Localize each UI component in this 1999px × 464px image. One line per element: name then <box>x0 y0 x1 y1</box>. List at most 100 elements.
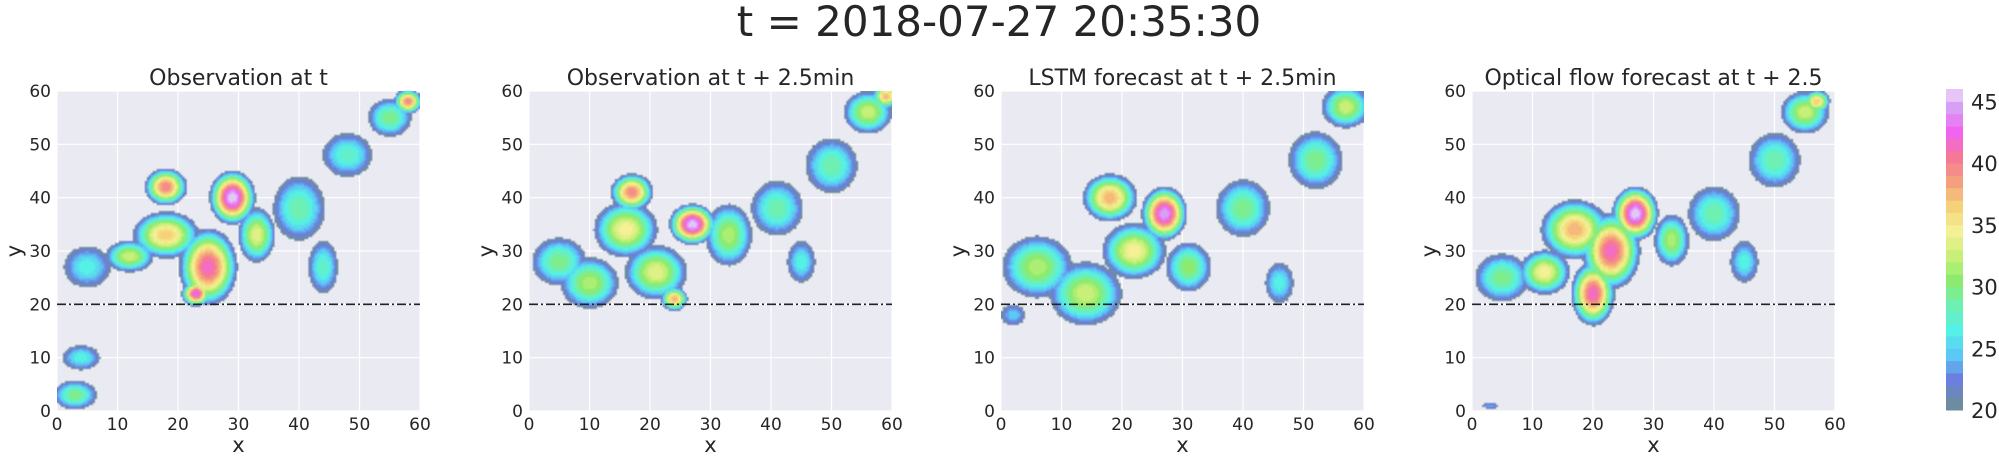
y-tick-label: 50 <box>1444 135 1466 155</box>
x-tick-label: 30 <box>700 415 722 435</box>
x-tick-label: 0 <box>52 415 63 435</box>
x-tick-label: 10 <box>579 415 601 435</box>
y-axis-label: y <box>1417 245 1441 257</box>
panel-4: 0 10 20 30 40 50 60 0 10 20 30 40 50 60 Optical flow f… <box>1417 66 1846 457</box>
colorbar-band <box>1946 348 1963 362</box>
y-tick-label: 20 <box>501 295 523 315</box>
x-tick-label: 50 <box>1764 415 1786 435</box>
colorbar-band <box>1946 187 1963 201</box>
x-tick-label: 30 <box>1643 415 1665 435</box>
y-tick-label: 40 <box>1444 189 1466 209</box>
x-tick-label: 20 <box>167 415 189 435</box>
panels: 0 10 20 30 40 50 60 0 10 20 30 40 50 60 Observation at… <box>2 66 1846 457</box>
x-tick-label: 0 <box>524 415 535 435</box>
y-tick-label: 0 <box>40 402 51 422</box>
panel-title: Observation at t + 2.5min <box>567 66 855 91</box>
colorbar-band <box>1946 249 1963 263</box>
panel-title: Optical flow forecast at t + 2.5 <box>1484 66 1822 91</box>
x-tick-label: 10 <box>1522 415 1544 435</box>
y-tick-label: 40 <box>501 189 523 209</box>
colorbar-band <box>1946 138 1963 152</box>
x-tick-label: 40 <box>1703 415 1725 435</box>
y-tick-label: 60 <box>501 82 523 102</box>
y-axis-label: y <box>474 245 498 257</box>
colorbar-band <box>1946 89 1963 102</box>
reflectivity-field <box>529 91 892 411</box>
y-tick-label: 20 <box>1444 295 1466 315</box>
x-axis-label: x <box>1647 433 1659 457</box>
panel-2: 0 10 20 30 40 50 60 0 10 20 30 40 50 60 Observation at… <box>474 66 903 457</box>
y-tick-label: 20 <box>973 295 995 315</box>
y-tick-label: 60 <box>29 82 51 102</box>
panel-title: Observation at t <box>149 66 328 91</box>
y-tick-label: 10 <box>501 349 523 369</box>
y-tick-label: 50 <box>501 135 523 155</box>
colorbar-band <box>1946 397 1963 411</box>
x-tick-label: 10 <box>1051 415 1073 435</box>
colorbar-band <box>1946 224 1963 238</box>
panel-title: LSTM forecast at t + 2.5min <box>1028 66 1336 91</box>
colorbar-tick-label: 40 <box>1971 152 1998 176</box>
colorbar-tick-label: 45 <box>1971 90 1998 114</box>
colorbar: 20 25 30 35 40 45 <box>1946 89 1998 423</box>
colorbar-tick-label: 30 <box>1971 276 1998 300</box>
colorbar-band <box>1946 372 1963 386</box>
colorbar-band <box>1946 113 1963 127</box>
colorbar-band <box>1946 175 1963 189</box>
colorbar-band <box>1946 298 1963 312</box>
reflectivity-field <box>57 91 420 411</box>
x-tick-label: 50 <box>349 415 371 435</box>
x-tick-label: 50 <box>821 415 843 435</box>
x-tick-label: 0 <box>1467 415 1478 435</box>
x-tick-label: 40 <box>1232 415 1254 435</box>
reflectivity-field <box>1001 91 1364 411</box>
x-tick-label: 30 <box>228 415 250 435</box>
colorbar-band <box>1946 150 1963 164</box>
y-tick-label: 10 <box>29 349 51 369</box>
colorbar-band <box>1946 274 1963 288</box>
x-tick-label: 60 <box>1353 415 1375 435</box>
y-tick-label: 60 <box>1444 82 1466 102</box>
colorbar-band <box>1946 126 1963 139</box>
y-tick-label: 0 <box>1455 402 1466 422</box>
x-tick-label: 30 <box>1172 415 1194 435</box>
x-tick-label: 10 <box>107 415 129 435</box>
y-tick-label: 0 <box>512 402 523 422</box>
x-tick-label: 50 <box>1293 415 1315 435</box>
colorbar-band <box>1946 237 1963 250</box>
y-tick-label: 40 <box>29 189 51 209</box>
x-tick-label: 20 <box>639 415 661 435</box>
colorbar-band <box>1946 335 1963 349</box>
colorbar-band <box>1946 212 1963 226</box>
y-tick-label: 30 <box>29 242 51 262</box>
colorbar-band <box>1946 360 1963 374</box>
x-tick-label: 40 <box>288 415 310 435</box>
x-axis-label: x <box>704 433 716 457</box>
colorbar-band <box>1946 163 1963 176</box>
y-tick-label: 50 <box>29 135 51 155</box>
y-tick-label: 50 <box>973 135 995 155</box>
y-tick-label: 30 <box>1444 242 1466 262</box>
colorbar-band <box>1946 101 1963 115</box>
colorbar-band <box>1946 311 1963 325</box>
panel-1: 0 10 20 30 40 50 60 0 10 20 30 40 50 60 Observation at… <box>2 66 431 457</box>
colorbar-tick-label: 20 <box>1971 399 1998 423</box>
colorbar-band <box>1946 323 1963 337</box>
y-tick-label: 30 <box>973 242 995 262</box>
x-tick-label: 0 <box>996 415 1007 435</box>
x-tick-label: 20 <box>1111 415 1133 435</box>
colorbar-band <box>1946 261 1963 275</box>
y-tick-label: 60 <box>973 82 995 102</box>
reflectivity-field <box>1472 91 1835 411</box>
y-tick-label: 10 <box>973 349 995 369</box>
panel-3: 0 10 20 30 40 50 60 0 10 20 30 40 50 60 LSTM forecast … <box>946 66 1375 457</box>
y-tick-label: 20 <box>29 295 51 315</box>
x-tick-label: 60 <box>881 415 903 435</box>
colorbar-tick-label: 35 <box>1971 214 1998 238</box>
colorbar-band <box>1946 385 1963 399</box>
x-tick-label: 40 <box>760 415 782 435</box>
x-tick-label: 60 <box>409 415 431 435</box>
y-tick-label: 10 <box>1444 349 1466 369</box>
y-tick-label: 0 <box>984 402 995 422</box>
